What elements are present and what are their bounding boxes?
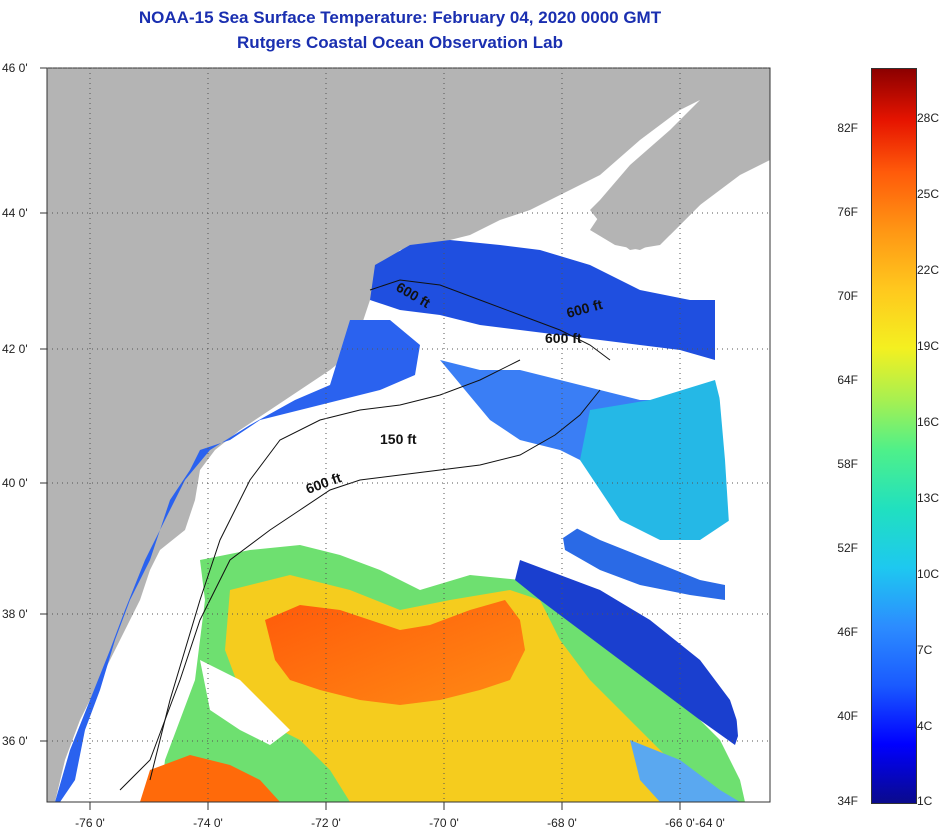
lat-label: 40 0': [2, 476, 28, 490]
colorbar-f-label: 52F: [837, 541, 858, 555]
lon-label: -76 0': [75, 816, 105, 830]
colorbar-f-label: 46F: [837, 625, 858, 639]
land-mass: [47, 68, 770, 802]
colorbar-c-label: 4C: [917, 719, 933, 733]
map-frame: [46, 67, 771, 803]
coastal-blue-water: [55, 320, 420, 802]
lat-label: 46 0': [2, 61, 28, 75]
colorbar-c-label: 28C: [917, 111, 940, 125]
lon-label: -72 0': [311, 816, 341, 830]
bay-of-fundy: [560, 100, 700, 215]
colorbar-c-label: 7C: [917, 643, 933, 657]
cloud-band-west: [200, 660, 290, 745]
lon-label: -74 0': [193, 816, 223, 830]
graticule: [47, 67, 770, 802]
cloud-band: [290, 380, 590, 550]
depth-label: 150 ft: [380, 431, 417, 447]
colorbar-c-label: 25C: [917, 187, 940, 201]
map-subtitle: Rutgers Coastal Ocean Observation Lab: [237, 33, 563, 52]
colorbar-f-label: 58F: [837, 457, 858, 471]
map-title: NOAA-15 Sea Surface Temperature: Februar…: [138, 8, 662, 27]
lat-label: 36 0': [2, 734, 28, 748]
southern-warm-patch: [140, 755, 280, 802]
lat-label: 38 0': [2, 607, 28, 621]
offshore-cyan-water: [580, 380, 730, 540]
colorbar-c-label: 1C: [917, 794, 933, 808]
lat-label: 42 0': [2, 342, 28, 356]
lon-label: -66 0': [665, 816, 695, 830]
lon-label: -70 0': [429, 816, 459, 830]
colorbar-c-label: 16C: [917, 415, 940, 429]
lat-label: 44 0': [2, 206, 28, 220]
colorbar-c-label: 10C: [917, 567, 940, 581]
colorbar-c-label: 19C: [917, 339, 940, 353]
colorbar-f-label: 76F: [837, 205, 858, 219]
depth-label: 600 ft: [545, 330, 582, 346]
colorbar-f-label: 64F: [837, 373, 858, 387]
cold-streak-1: [515, 560, 740, 745]
depth-contour-150ft: [149, 359, 521, 781]
nova-scotia: [590, 100, 770, 250]
colorbar-f-label: 34F: [837, 794, 858, 808]
temperature-colorbar: [871, 68, 917, 804]
gulf-stream-warm-core: [265, 600, 525, 705]
gulf-of-maine-water: [370, 240, 715, 360]
data-void-east: [715, 300, 770, 802]
colorbar-c-label: 13C: [917, 491, 940, 505]
colorbar-f-label: 40F: [837, 709, 858, 723]
cold-streak-3: [630, 740, 740, 802]
colorbar-f-label: 82F: [837, 121, 858, 135]
colorbar-f-label: 70F: [837, 289, 858, 303]
lon-label: -68 0': [547, 816, 577, 830]
colorbar-c-label: 22C: [917, 263, 940, 277]
lon-label: -64 0': [695, 816, 725, 830]
axis-ticks: [40, 67, 681, 810]
depth-contour-gom: [369, 279, 611, 361]
depth-contour-600ft: [119, 389, 601, 791]
cold-streak-2: [560, 520, 725, 600]
